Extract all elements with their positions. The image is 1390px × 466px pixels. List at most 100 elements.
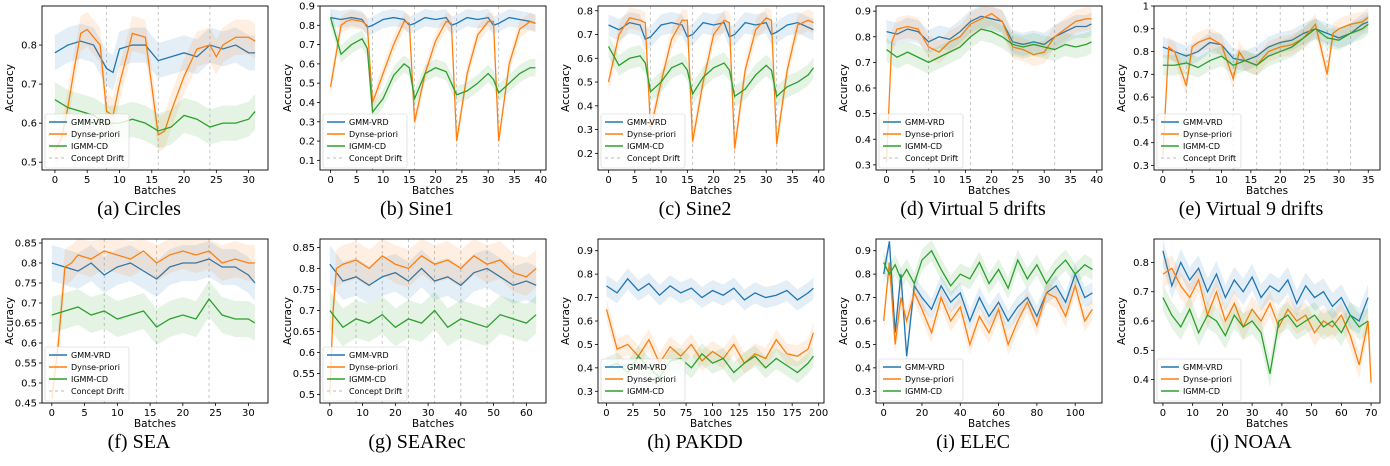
x-tick-label: 10 <box>377 175 390 186</box>
legend-label: IGMM-CD <box>1183 142 1220 151</box>
legend-label: IGMM-CD <box>627 142 664 151</box>
y-tick-label: 0.7 <box>855 293 871 304</box>
y-tick-label: 0.7 <box>1133 287 1149 298</box>
chart-caption: (c) Sine2 <box>658 198 732 220</box>
x-axis-label: Batches <box>1246 185 1288 197</box>
confidence-band <box>606 268 814 311</box>
y-tick-label: 0.5 <box>855 109 871 120</box>
x-axis-label: Batches <box>968 418 1010 430</box>
y-tick-label: 0.4 <box>577 101 593 112</box>
chart-panel: 0 25 50 75 100 125 150 175 200 0.3 0.4 0.5 0.6 0.7 0.8… <box>556 233 834 466</box>
x-tick-label: 20 <box>707 175 720 186</box>
y-axis-label: Accuracy <box>560 297 572 345</box>
legend-label: Dynse-priori <box>349 130 398 139</box>
x-axis-label: Batches <box>134 418 176 430</box>
x-tick-label: 15 <box>959 175 972 186</box>
legend-box <box>322 346 408 402</box>
y-tick-label: 0.85 <box>15 239 37 250</box>
x-tick-label: 10 <box>933 175 946 186</box>
chart-svg: 0 10 20 30 40 50 60 70 0.4 0.5 0.6 0.7 0.8 Batches Acc… <box>1116 238 1381 430</box>
y-axis-label: Accuracy <box>282 297 294 345</box>
x-tick-label: 50 <box>1305 408 1318 419</box>
x-tick-label: 25 <box>210 175 223 186</box>
y-tick-label: 0.55 <box>15 359 37 370</box>
y-tick-label: 0.5 <box>1133 346 1149 357</box>
y-tick-label: 0.7 <box>299 306 315 317</box>
chart-caption: (d) Virtual 5 drifts <box>900 198 1046 220</box>
y-tick-label: 0.3 <box>299 117 315 128</box>
chart-svg: 0 5 10 15 20 25 30 0.45 0.5 0.55 0.6 0.65 0.7 0.75 0.8… <box>4 239 269 430</box>
legend-label: Concept Drift <box>905 154 958 163</box>
y-tick-label: 0.3 <box>1133 161 1149 172</box>
y-tick-label: 0.3 <box>855 160 871 171</box>
chart-panel: 0 20 40 60 80 100 0.3 0.4 0.5 0.6 0.7 0.8 0.9 Batches… <box>834 233 1112 466</box>
y-tick-label: 0.6 <box>1133 317 1149 328</box>
chart-svg: 0 5 10 15 20 25 30 0.5 0.6 0.7 0.8 Batches Accuracy G… <box>4 5 269 197</box>
x-tick-label: 70 <box>1365 408 1378 419</box>
series-line <box>885 12 1092 163</box>
x-axis-label: Batches <box>134 185 176 197</box>
series-line <box>1162 267 1372 383</box>
y-tick-label: 0.7 <box>855 58 871 69</box>
confidence-band <box>886 6 1092 170</box>
confidence-band <box>51 239 255 403</box>
x-tick-label: 30 <box>1038 175 1051 186</box>
chart-panel: 0 5 10 15 20 25 30 35 40 0.3 0.4 0.5 0.6 0.7 0.8 0.9 Bat… <box>834 0 1112 233</box>
y-axis-label: Accuracy <box>838 297 850 345</box>
x-tick-label: 20 <box>916 408 929 419</box>
y-tick-label: 0.6 <box>21 119 37 130</box>
x-tick-label: 20 <box>178 175 191 186</box>
y-tick-label: 0.8 <box>299 21 315 32</box>
y-axis-label: Accuracy <box>1116 297 1128 345</box>
confidence-band <box>54 11 256 169</box>
chart-caption: (h) PAKDD <box>647 431 743 453</box>
series-line <box>51 297 256 328</box>
legend-label: GMM-VRD <box>71 118 111 127</box>
series-line <box>1162 23 1369 69</box>
legend-box <box>44 113 130 169</box>
x-tick-label: 5 <box>910 175 916 186</box>
x-tick-label: 20 <box>389 408 402 419</box>
x-tick-label: 25 <box>734 175 747 186</box>
x-tick-label: 30 <box>760 175 773 186</box>
y-tick-label: 0.5 <box>21 379 37 390</box>
x-tick-label: 35 <box>1064 175 1077 186</box>
plot-frame <box>597 5 825 171</box>
legend-label: GMM-VRD <box>349 118 389 127</box>
y-axis-label: Accuracy <box>4 64 16 112</box>
chart-caption: (e) Virtual 9 drifts <box>1178 198 1324 220</box>
y-tick-label: 0.5 <box>1133 115 1149 126</box>
legend-label: Dynse-priori <box>349 363 398 372</box>
chart-caption: (i) ELEC <box>936 431 1010 453</box>
y-tick-label: 0.9 <box>855 7 871 18</box>
legend-label: IGMM-CD <box>1183 387 1220 396</box>
y-axis-label: Accuracy <box>4 297 16 345</box>
x-tick-label: 10 <box>1186 408 1199 419</box>
plot-frame <box>319 5 547 171</box>
x-tick-label: 30 <box>482 175 495 186</box>
x-tick-label: 0 <box>880 408 886 419</box>
y-tick-label: 0.8 <box>577 270 593 281</box>
x-tick-label: 5 <box>84 175 90 186</box>
confidence-band <box>1162 284 1369 387</box>
legend-label: IGMM-CD <box>71 375 108 384</box>
series-line <box>54 40 256 74</box>
confidence-band <box>330 8 536 36</box>
y-axis-label: Accuracy <box>282 64 294 112</box>
series-line <box>329 309 537 329</box>
confidence-band <box>883 239 1093 367</box>
legend-label: Concept Drift <box>71 387 124 396</box>
legend-label: GMM-VRD <box>627 363 667 372</box>
x-tick-label: 20 <box>429 175 442 186</box>
series-line <box>883 249 1093 290</box>
x-tick-label: 100 <box>1066 408 1085 419</box>
chart-panel: 0 5 10 15 20 25 30 35 0.3 0.4 0.5 0.6 0.7 0.8 0.9 1 Batc… <box>1112 0 1390 233</box>
y-tick-label: 0.6 <box>577 54 593 65</box>
series-line <box>51 250 255 400</box>
legend-label: Dynse-priori <box>905 130 954 139</box>
y-tick-label: 0.9 <box>577 246 593 257</box>
y-tick-label: 0.3 <box>855 387 871 398</box>
confidence-band <box>51 241 255 301</box>
x-tick-label: 80 <box>1031 408 1044 419</box>
x-tick-label: 20 <box>985 175 998 186</box>
